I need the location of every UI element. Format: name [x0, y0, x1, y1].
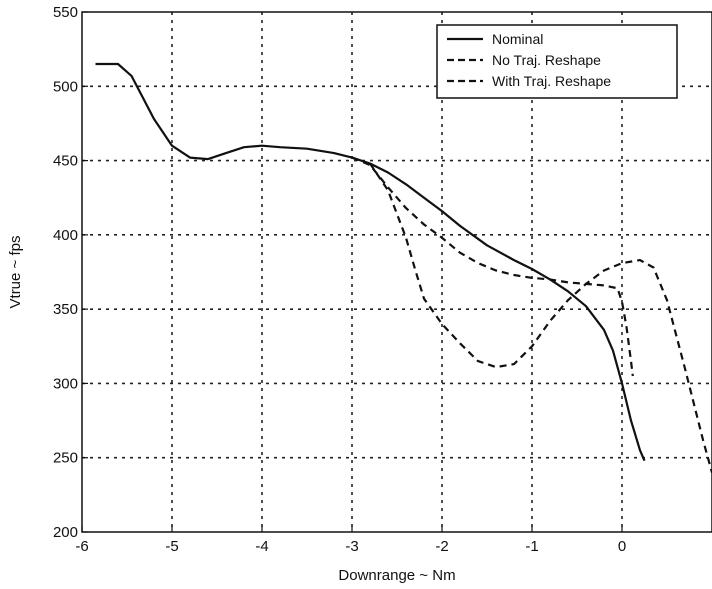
y-tick-label: 550: [53, 4, 78, 21]
x-tick-label: -1: [525, 538, 538, 555]
legend-label: With Traj. Reshape: [492, 73, 611, 89]
series-line-3: [369, 162, 712, 473]
y-tick-labels: 200 250 300 350 400 450 500 550: [53, 4, 78, 541]
legend-label: No Traj. Reshape: [492, 52, 601, 68]
series-lines: [95, 62, 712, 473]
legend: Nominal No Traj. Reshape With Traj. Reshap…: [436, 24, 678, 99]
x-tick-label: -2: [435, 538, 448, 555]
y-axis-label: Vtrue ~ fps: [7, 236, 24, 309]
plot-frame: [81, 11, 712, 533]
y-tick-label: 400: [53, 227, 78, 244]
x-tick-label: -3: [345, 538, 358, 555]
y-tick-label: 350: [53, 301, 78, 318]
x-tick-label: -5: [165, 538, 178, 555]
y-tick-label: 300: [53, 375, 78, 392]
legend-label: Nominal: [492, 31, 543, 47]
x-axis-label: Downrange ~ Nm: [338, 567, 455, 584]
y-tick-label: 200: [53, 524, 78, 541]
x-tick-label: -4: [255, 538, 268, 555]
y-tick-label: 450: [53, 153, 78, 170]
x-tick-label: 0: [618, 538, 626, 555]
legend-box: [436, 24, 678, 99]
y-tick-label: 250: [53, 450, 78, 467]
series-line-2: [351, 156, 634, 377]
grid-lines: [81, 11, 712, 533]
x-tick-label: -6: [75, 538, 88, 555]
y-tick-label: 500: [53, 78, 78, 95]
series-line-1: [95, 62, 646, 462]
x-tick-labels: -6 -5 -4 -3 -2 -1 0: [75, 538, 626, 555]
